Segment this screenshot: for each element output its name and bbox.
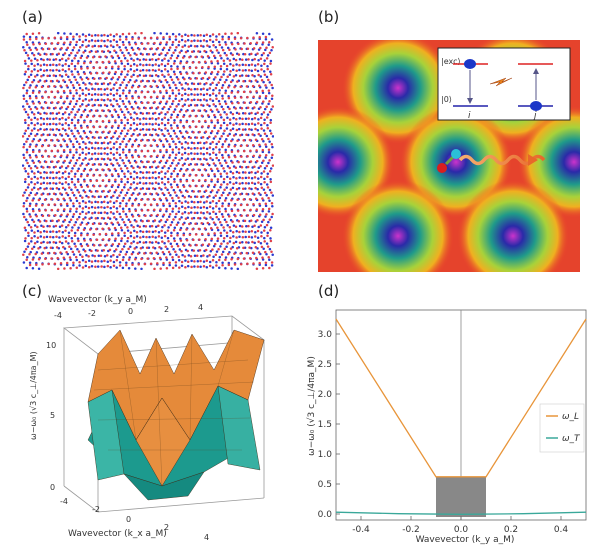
x-tick-label: 0.4 bbox=[554, 525, 569, 535]
z-tick-0: 0 bbox=[50, 483, 55, 492]
x-axis-label: Wavevector (k_y a_M) bbox=[416, 535, 515, 545]
y-tick-label: 0.5 bbox=[318, 480, 332, 490]
shaded-region bbox=[436, 476, 486, 517]
panel-b-label: (b) bbox=[318, 8, 340, 26]
top-tick-0: -4 bbox=[54, 311, 62, 320]
panel-d-label: (d) bbox=[318, 282, 340, 300]
axis-top-title: Wavevector (k_y a_M) bbox=[48, 295, 147, 305]
top-tick-4: 4 bbox=[198, 303, 203, 312]
bottom-tick-2: 0 bbox=[126, 515, 131, 524]
panel-c-label: (c) bbox=[22, 282, 42, 300]
top-tick-3: 2 bbox=[164, 305, 169, 314]
axis-bottom-title: Wavevector (k_x a_M) bbox=[68, 529, 167, 539]
legend-box bbox=[539, 403, 585, 453]
y-tick-label: 3.0 bbox=[318, 330, 333, 340]
inset-ground-label: |0⟩ bbox=[441, 95, 452, 104]
y-tick-label: 0.0 bbox=[318, 510, 333, 520]
transfer-arrow-icon bbox=[489, 77, 513, 87]
series-line-0 bbox=[335, 318, 587, 478]
y-tick-label: 1.5 bbox=[318, 420, 332, 430]
x-tick-label: 0.0 bbox=[454, 525, 469, 535]
inset-exc-label: |exc⟩ bbox=[441, 57, 461, 66]
x-tick-label: -0.4 bbox=[352, 525, 370, 535]
panel-a-label: (a) bbox=[22, 8, 43, 26]
z-tick-1: 5 bbox=[50, 411, 55, 420]
top-tick-2: 0 bbox=[128, 307, 133, 316]
legend-label: ω_L bbox=[562, 412, 579, 422]
axis-z-title: ω−ω₀ (√3 c_⊥/4πa_M) bbox=[29, 351, 38, 440]
series-line-1 bbox=[335, 511, 587, 515]
y-tick-label: 1.0 bbox=[318, 450, 333, 460]
y-tick-label: 2.5 bbox=[318, 360, 332, 370]
bottom-tick-1: -2 bbox=[92, 505, 100, 514]
legend-label: ω_T bbox=[562, 434, 581, 444]
exciton-hopping-inset: |exc⟩ |0⟩ i j bbox=[437, 47, 571, 121]
z-tick-2: 10 bbox=[46, 341, 56, 350]
exciton-icon bbox=[437, 149, 461, 173]
band-surface-3d: Wavevector (k_y a_M) -4 -2 0 2 4 0 5 10 … bbox=[29, 295, 266, 542]
moire-lattice-image bbox=[22, 32, 274, 270]
y-axis-label: ω−ω₀ (√3 c_⊥/4πa_M) bbox=[306, 356, 317, 456]
x-tick-label: -0.2 bbox=[402, 525, 420, 535]
bottom-tick-0: -4 bbox=[60, 497, 68, 506]
inset-site-i: i bbox=[468, 111, 471, 121]
bottom-tick-4: 4 bbox=[204, 533, 209, 542]
y-tick-label: 2.0 bbox=[318, 390, 333, 400]
x-tick-label: 0.2 bbox=[504, 525, 518, 535]
bottom-tick-3: 2 bbox=[164, 523, 169, 532]
dispersion-chart: -0.4 -0.2 0.0 0.2 0.4 0.0 0.5 1.0 1.5 2.0 2.5 3.0 ω_… bbox=[306, 309, 587, 545]
moire-potential-image: |exc⟩ |0⟩ i j bbox=[318, 40, 580, 272]
top-tick-1: -2 bbox=[88, 309, 96, 318]
inset-site-j: j bbox=[532, 111, 537, 121]
